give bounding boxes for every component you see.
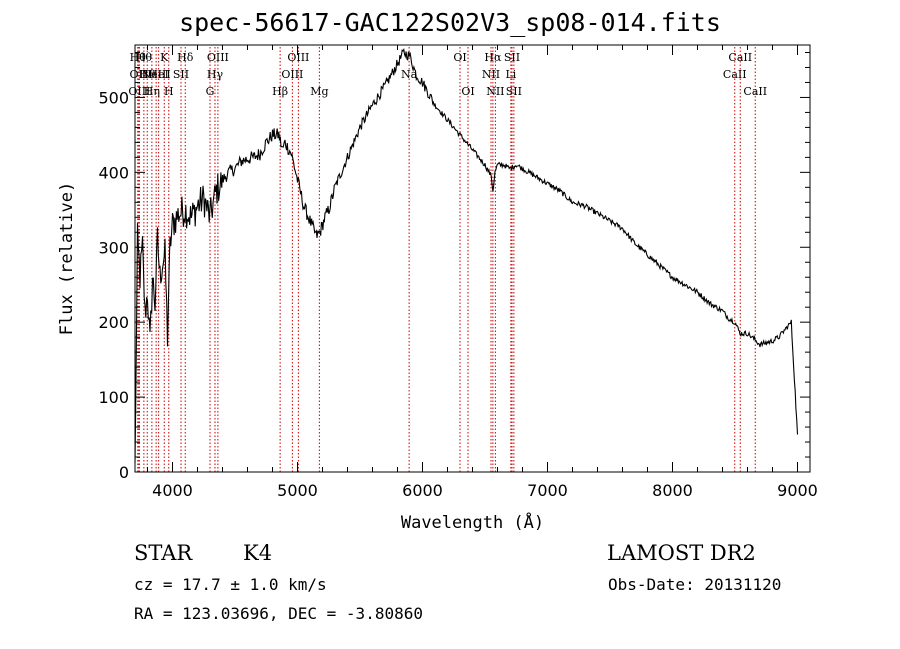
x-axis: 4000 5000 6000 7000 8000 9000 xyxy=(147,45,818,500)
line-marker-label-30: CaII xyxy=(743,85,767,98)
line-marker-label-3: Hθ xyxy=(136,51,153,64)
line-marker-label-27: SII xyxy=(506,85,522,98)
line-marker-label-29: CaII xyxy=(728,51,752,64)
spectral-line-markers xyxy=(137,47,756,472)
line-marker-label-24: NII xyxy=(486,85,504,98)
line-marker-label-8: K xyxy=(160,51,169,64)
chart-title: spec-56617-GAC122S02V3_sp08-014.fits xyxy=(179,8,721,37)
line-marker-label-13: Hγ xyxy=(207,68,224,81)
line-marker-label-26: SII xyxy=(504,51,520,64)
line-marker-label-5: Hη xyxy=(144,85,160,98)
line-marker-label-7: HeI xyxy=(148,68,168,81)
y-axis: 0 100 200 300 400 500 xyxy=(98,51,810,482)
line-marker-label-17: OIII xyxy=(287,51,309,64)
y-tick-label-0: 0 xyxy=(119,463,129,482)
line-marker-label-2: OIII xyxy=(128,85,150,98)
x-tick-label-1: 5000 xyxy=(277,481,318,500)
line-marker-label-25: Li xyxy=(505,68,516,81)
x-tick-label-2: 6000 xyxy=(402,481,443,500)
line-marker-label-19: Na xyxy=(401,68,418,81)
line-marker-label-20: OI xyxy=(453,51,466,64)
redshift-cz: cz = 17.7 ± 1.0 km/s xyxy=(134,575,327,594)
survey-label: LAMOST DR2 xyxy=(607,541,756,565)
x-tick-label-5: 9000 xyxy=(777,481,818,500)
y-tick-label-2: 200 xyxy=(98,313,129,332)
line-marker-label-10: SII xyxy=(173,68,189,81)
line-marker-label-6: NeIII xyxy=(142,68,171,81)
x-axis-label: Wavelength (Å) xyxy=(401,511,544,533)
line-marker-label-16: OIII xyxy=(281,68,303,81)
line-marker-label-28: CaII xyxy=(723,68,747,81)
object-subclass: K4 xyxy=(243,541,273,565)
line-marker-label-21: OI xyxy=(461,85,474,98)
line-marker-label-1: OII xyxy=(130,68,148,81)
line-marker-label-12: G xyxy=(206,85,215,98)
observation-date: Obs-Date: 20131120 xyxy=(608,575,782,594)
line-marker-label-9: H xyxy=(164,85,174,98)
line-marker-label-14: OIII xyxy=(207,51,229,64)
y-tick-label-1: 100 xyxy=(98,388,129,407)
spectrum-series-line xyxy=(134,48,799,464)
line-marker-label-15: Hβ xyxy=(272,85,288,98)
line-marker-label-18: Mg xyxy=(310,85,328,98)
object-class: STAR xyxy=(134,541,193,565)
x-tick-label-0: 4000 xyxy=(152,481,193,500)
x-tick-label-3: 7000 xyxy=(527,481,568,500)
y-axis-label: Flux (relative) xyxy=(57,182,77,336)
y-tick-label-3: 300 xyxy=(98,238,129,257)
line-marker-label-4: Hθ xyxy=(139,68,156,81)
spectral-line-labels: HθOIIOIIIHθHθHηNeIIIHeIKHSIIHδGHγOIIIHβO… xyxy=(128,51,767,98)
line-marker-label-23: Hα xyxy=(484,51,502,64)
line-marker-label-22: NII xyxy=(482,68,500,81)
coordinates: RA = 123.03696, DEC = -3.80860 xyxy=(134,604,423,623)
line-marker-label-0: Hθ xyxy=(130,51,147,64)
line-marker-label-11: Hδ xyxy=(177,51,194,64)
x-tick-label-4: 8000 xyxy=(652,481,693,500)
y-tick-label-5: 500 xyxy=(98,88,129,107)
plot-frame xyxy=(134,44,811,473)
y-tick-label-4: 400 xyxy=(98,163,129,182)
